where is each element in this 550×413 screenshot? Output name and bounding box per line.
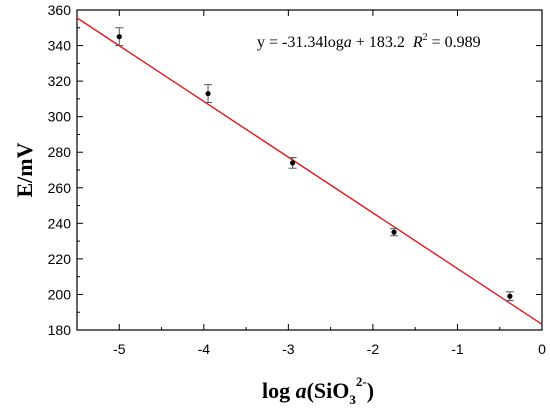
- y-axis-ticks: 180 200 220 240 260 280 300 320 340 360: [48, 2, 542, 338]
- y-tick-label: 260: [48, 180, 72, 196]
- y-tick-label: 180: [48, 322, 72, 338]
- equation-label: y = -31.34loga + 183.2 R2 = 0.989: [257, 32, 481, 51]
- fit-line-group: [76, 17, 543, 325]
- y-tick-label: 280: [48, 144, 72, 160]
- data-point: [205, 90, 211, 97]
- x-tick-label: -5: [113, 341, 126, 357]
- y-tick-label: 360: [48, 2, 72, 18]
- data-point: [289, 160, 296, 166]
- x-tick-label: -2: [367, 341, 380, 357]
- y-tick-label: 200: [48, 286, 72, 302]
- plot-area-frame: [76, 9, 543, 331]
- y-tick-label: 300: [48, 109, 72, 125]
- data-points-group: [115, 27, 514, 302]
- y-tick-label: 240: [48, 215, 72, 231]
- y-tick-label: 220: [48, 251, 72, 267]
- y-tick-label: 340: [48, 38, 72, 54]
- y-tick-label: 320: [48, 73, 72, 89]
- x-tick-label: -1: [451, 341, 464, 357]
- data-point: [116, 34, 122, 40]
- y-axis-label: E/mV: [12, 142, 37, 197]
- x-tick-label: 0: [538, 341, 546, 357]
- x-axis-ticks: -5 -4 -3 -2 -1 0: [76, 10, 546, 357]
- fit-line: [76, 17, 543, 325]
- data-point: [507, 293, 513, 299]
- x-tick-label: -3: [282, 341, 295, 357]
- x-tick-label: -4: [198, 341, 211, 357]
- x-axis-label: log a(SiO32-): [262, 374, 374, 407]
- data-point: [391, 229, 397, 235]
